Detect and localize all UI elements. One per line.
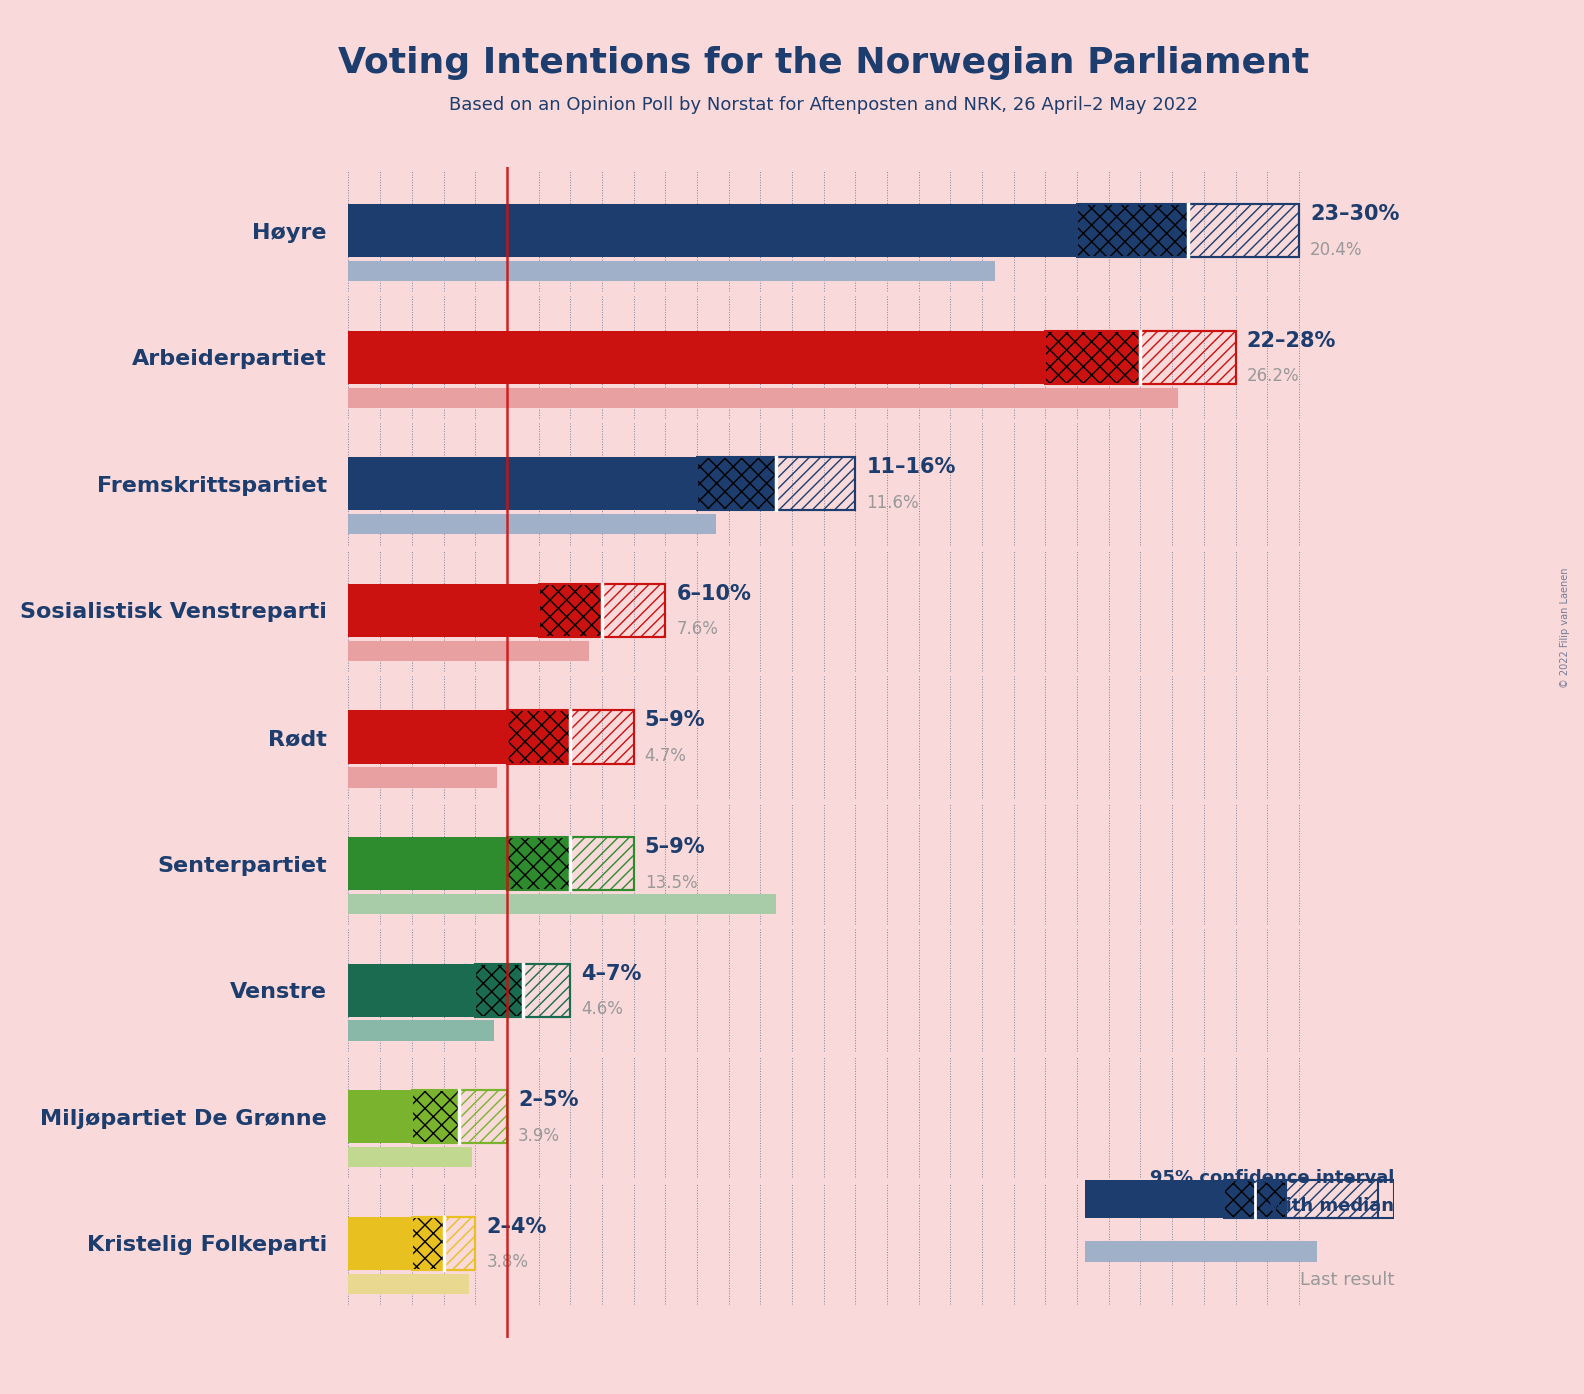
Text: © 2022 Filip van Laenen: © 2022 Filip van Laenen — [1560, 567, 1570, 687]
Bar — [1085, 1179, 1224, 1218]
Bar — [348, 836, 507, 891]
Bar — [570, 836, 634, 891]
Text: 26.2%: 26.2% — [1247, 367, 1299, 385]
Bar — [348, 1274, 469, 1294]
Text: 2–5%: 2–5% — [518, 1090, 578, 1110]
Bar — [348, 711, 507, 764]
Bar — [1224, 1179, 1286, 1218]
Bar — [348, 584, 539, 637]
Bar — [1140, 330, 1236, 383]
Text: 5–9%: 5–9% — [645, 711, 705, 730]
Bar — [348, 963, 475, 1016]
Bar — [539, 584, 602, 637]
Bar — [348, 457, 697, 510]
Text: with median: with median — [1269, 1197, 1394, 1214]
Bar — [348, 1020, 494, 1041]
Bar — [1085, 1241, 1316, 1262]
Bar — [348, 894, 776, 914]
Bar — [412, 1090, 459, 1143]
Text: 22–28%: 22–28% — [1247, 330, 1335, 351]
Text: 3.9%: 3.9% — [518, 1126, 561, 1144]
Bar — [459, 1090, 507, 1143]
Bar — [348, 388, 1178, 408]
Bar — [348, 330, 1045, 383]
Bar — [348, 1147, 472, 1167]
Bar — [444, 1217, 475, 1270]
Text: 4–7%: 4–7% — [581, 963, 642, 984]
Text: 95% confidence interval: 95% confidence interval — [1150, 1170, 1394, 1186]
Bar — [570, 711, 634, 764]
Text: Last result: Last result — [1299, 1271, 1394, 1288]
Bar — [348, 641, 589, 661]
Bar — [523, 963, 570, 1016]
Bar — [475, 963, 523, 1016]
Text: 3.8%: 3.8% — [486, 1253, 529, 1271]
Bar — [348, 767, 497, 788]
Bar — [412, 1217, 444, 1270]
Bar — [1077, 204, 1188, 256]
Text: Based on an Opinion Poll by Norstat for Aftenposten and NRK, 26 April–2 May 2022: Based on an Opinion Poll by Norstat for … — [450, 96, 1198, 113]
Bar — [348, 1090, 412, 1143]
Text: 11.6%: 11.6% — [866, 493, 919, 512]
Text: 4.6%: 4.6% — [581, 999, 623, 1018]
Bar — [1188, 204, 1299, 256]
Bar — [348, 514, 716, 534]
Bar — [507, 711, 570, 764]
Bar — [697, 457, 776, 510]
Bar — [1286, 1179, 1378, 1218]
Text: 4.7%: 4.7% — [645, 747, 686, 765]
Bar — [348, 1217, 412, 1270]
Text: Voting Intentions for the Norwegian Parliament: Voting Intentions for the Norwegian Parl… — [337, 46, 1310, 79]
Text: 2–4%: 2–4% — [486, 1217, 546, 1236]
Text: 23–30%: 23–30% — [1310, 204, 1399, 224]
Bar — [348, 204, 1077, 256]
Text: 7.6%: 7.6% — [676, 620, 718, 638]
Text: 5–9%: 5–9% — [645, 836, 705, 857]
Text: 6–10%: 6–10% — [676, 584, 751, 604]
Text: 13.5%: 13.5% — [645, 874, 697, 892]
Bar — [348, 261, 995, 282]
Text: 20.4%: 20.4% — [1310, 241, 1362, 258]
Bar — [602, 584, 665, 637]
Bar — [776, 457, 855, 510]
Text: 11–16%: 11–16% — [866, 457, 955, 477]
Bar — [1045, 330, 1140, 383]
Bar — [507, 836, 570, 891]
